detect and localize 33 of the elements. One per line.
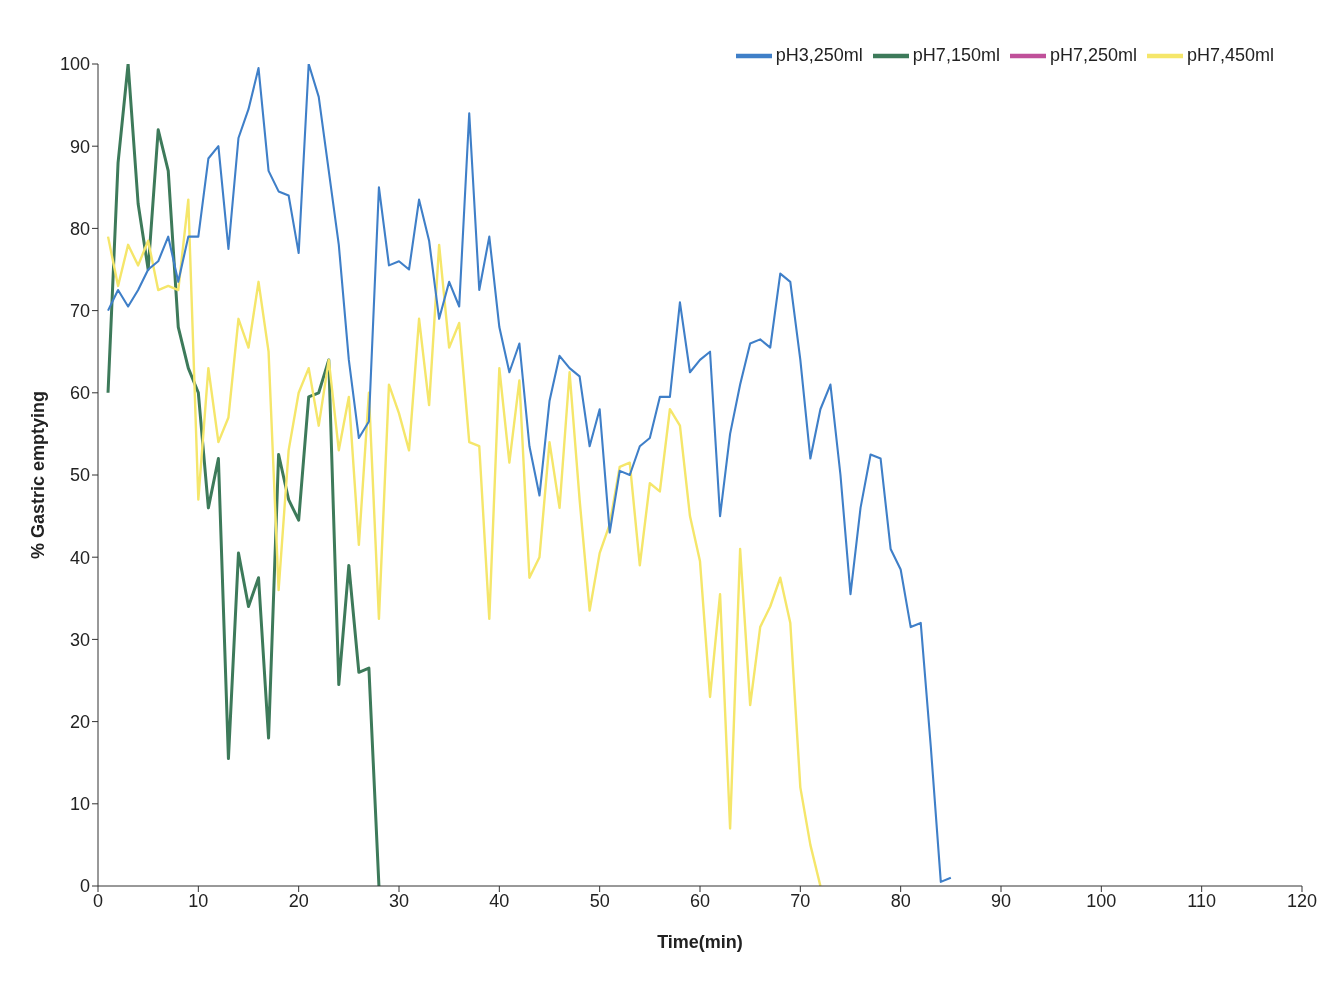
- x-axis-title: Time(min): [657, 932, 743, 952]
- x-tick-label: 60: [689, 890, 711, 911]
- y-tick-label: 60: [69, 383, 90, 404]
- y-tick-label: 0: [79, 876, 90, 897]
- x-tick-label: 90: [990, 890, 1012, 911]
- y-tick-label: 50: [69, 465, 90, 486]
- y-axis-title: % Gastric emptying: [28, 390, 49, 560]
- y-tick-label: 10: [69, 794, 90, 815]
- y-tick-label: 20: [69, 711, 90, 732]
- legend-label: pH7,150ml: [912, 44, 1000, 65]
- y-tick-label: 100: [59, 54, 90, 75]
- x-tick-label: 10: [188, 890, 209, 911]
- y-tick-label: 30: [69, 629, 90, 650]
- line-series: [106, 64, 381, 886]
- y-tick-label: 70: [69, 300, 90, 321]
- legend-label: pH7,450ml: [1186, 44, 1274, 65]
- x-tick-label: 40: [489, 890, 510, 911]
- y-tick-label: 80: [69, 218, 90, 239]
- x-tick-label: 50: [589, 890, 610, 911]
- x-tick-label: 20: [288, 890, 309, 911]
- x-tick-label: 80: [890, 890, 911, 911]
- x-tick-label: 100: [1086, 890, 1117, 911]
- x-tick-label: 70: [790, 890, 811, 911]
- y-tick-label: 90: [69, 136, 90, 157]
- legend-label: pH7,250ml: [1049, 44, 1137, 65]
- line-series: [106, 64, 952, 883]
- x-tick-label: 30: [388, 890, 410, 911]
- x-tick-label: 0: [92, 890, 104, 911]
- line-series: [106, 198, 822, 886]
- x-tick-label: 120: [1286, 890, 1318, 911]
- y-tick-label: 40: [69, 547, 90, 568]
- x-tick-label: 110: [1187, 890, 1217, 911]
- legend-label: pH3,250ml: [775, 44, 863, 65]
